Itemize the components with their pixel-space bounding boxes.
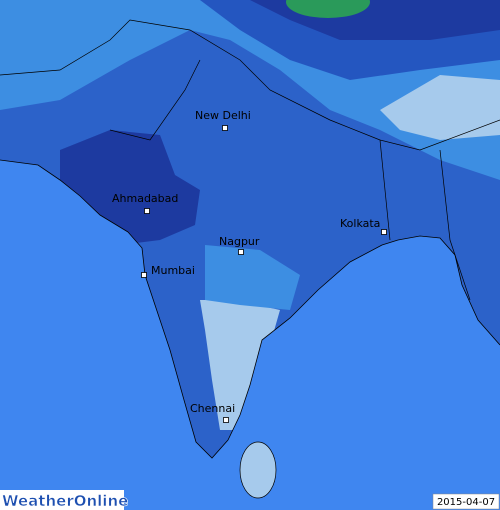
date-box xyxy=(432,493,500,510)
zone-pale-south xyxy=(200,300,280,430)
city-marker xyxy=(381,229,387,235)
city-marker xyxy=(223,417,229,423)
logo-box xyxy=(0,490,124,510)
city-label: Mumbai xyxy=(151,264,195,277)
zone-green xyxy=(286,0,370,18)
sri-lanka xyxy=(239,441,277,499)
zone-pale-north xyxy=(380,75,500,140)
zone-dark-west xyxy=(60,130,200,245)
city-label: Nagpur xyxy=(219,235,260,248)
coastline xyxy=(0,159,500,459)
city-marker xyxy=(238,249,244,255)
city-label: Ahmadabad xyxy=(112,192,178,205)
city-label: New Delhi xyxy=(195,109,251,122)
city-marker xyxy=(141,272,147,278)
city-marker xyxy=(144,208,150,214)
borders xyxy=(0,19,500,301)
zone-light-central xyxy=(205,245,300,310)
logo: WeatherOnline xyxy=(2,492,128,510)
city-label: Kolkata xyxy=(340,217,380,230)
city-label: Chennai xyxy=(190,402,235,415)
date: 2015-04-07 xyxy=(437,497,495,508)
city-marker xyxy=(222,125,228,131)
